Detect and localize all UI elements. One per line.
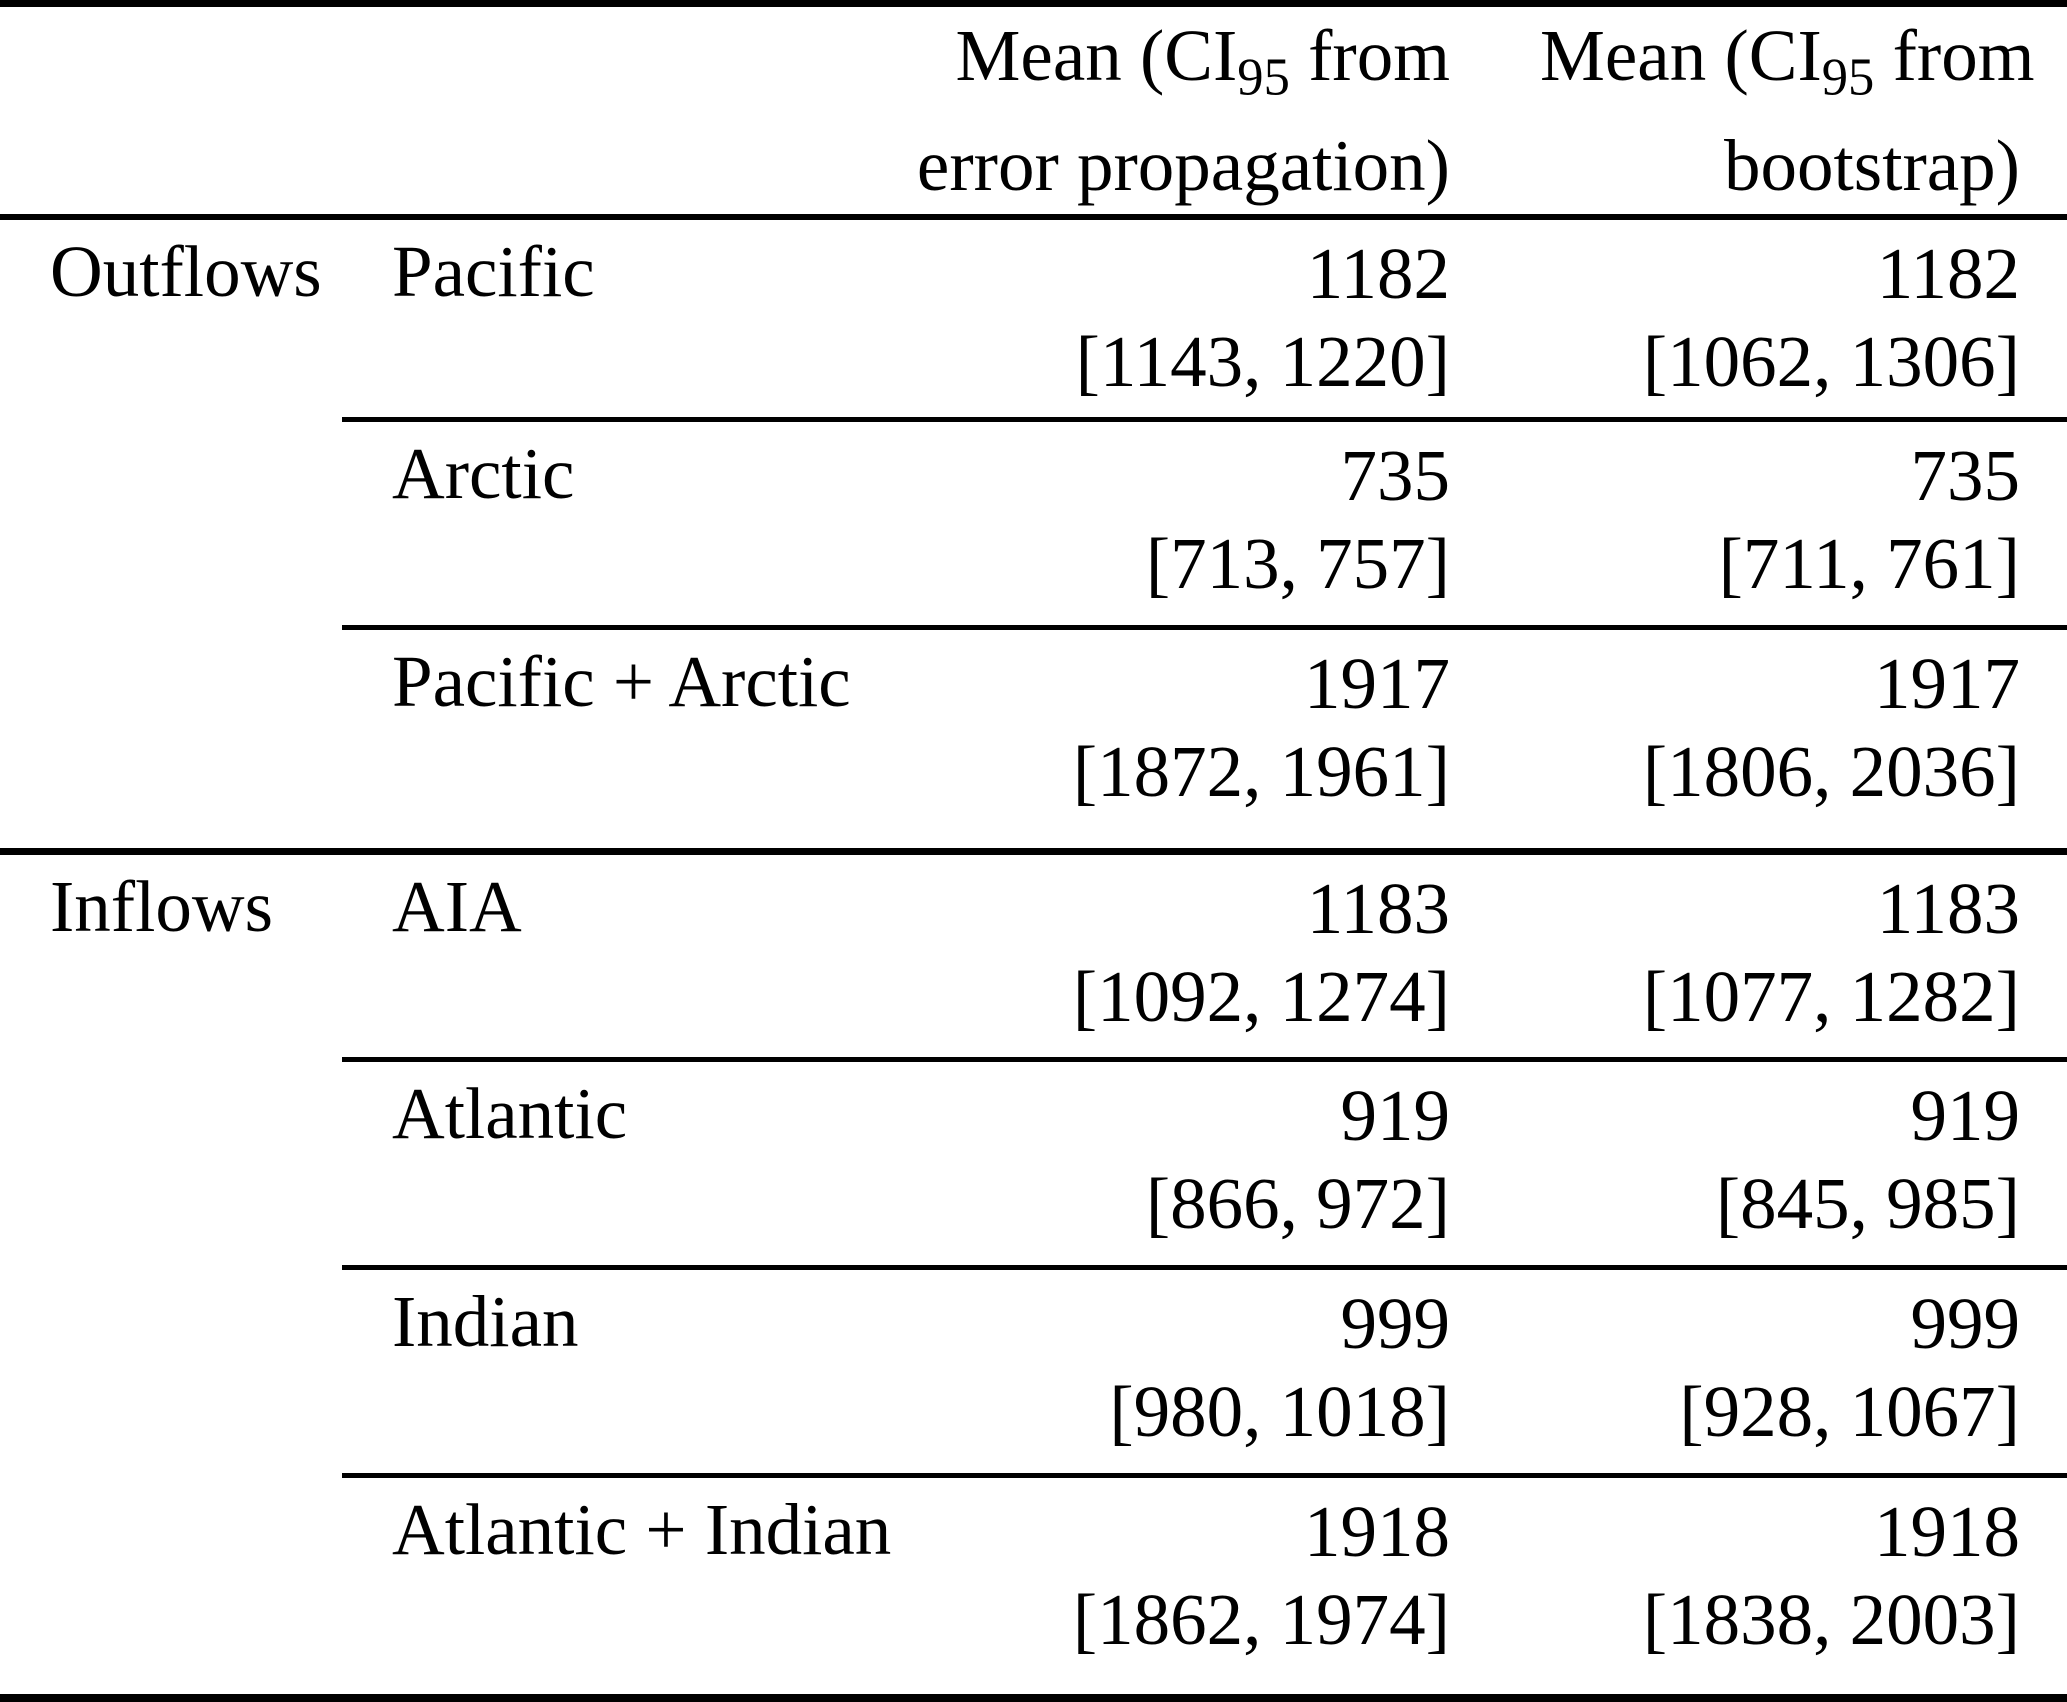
mean-value: 919 (1910, 1075, 2021, 1156)
mean-value: 1182 (1306, 233, 1450, 314)
ci-value: [713, 757] (1145, 523, 1450, 604)
top-rule (0, 0, 2067, 7)
region-label: Atlantic + Indian (392, 1489, 892, 1570)
header-rule (0, 214, 2067, 220)
region-label: Pacific (392, 231, 595, 312)
region-label: Indian (392, 1281, 579, 1362)
header-text-part: from (1289, 15, 1450, 96)
table-row: Arctic 735 [713, 757] 735 [711, 761] (0, 422, 2067, 625)
table-row: Indian 999 [980, 1018] 999 [928, 1067] (0, 1270, 2067, 1473)
bottom-rule (0, 1694, 2067, 1702)
mean-value: 735 (1340, 435, 1451, 516)
mean-value: 1183 (1306, 868, 1450, 949)
error-propagation-cell: 1183 [1092, 1274] (650, 865, 1450, 1041)
mean-value: 1182 (1876, 233, 2020, 314)
group-label: Inflows (50, 866, 274, 947)
ci-value: [845, 985] (1715, 1163, 2020, 1244)
ci-value: [711, 761] (1718, 523, 2020, 604)
group-label: Outflows (50, 231, 322, 312)
header-bootstrap: Mean (CI95 from bootstrap) (1540, 12, 2034, 210)
region-label: Pacific + Arctic (392, 641, 851, 722)
ci-value: [1872, 1961] (1072, 731, 1450, 812)
region-label: AIA (392, 866, 522, 947)
row-separator-rule (342, 1057, 2067, 1062)
table-row: Outflows Pacific 1182 [1143, 1220] 1182 … (0, 220, 2067, 417)
error-propagation-cell: 919 [866, 972] (650, 1072, 1450, 1248)
ci-value: [980, 1018] (1109, 1371, 1450, 1452)
mean-value: 1917 (1874, 643, 2020, 724)
header-line2: error propagation) (916, 124, 1450, 206)
header-error-propagation: Mean (CI95 from error propagation) (650, 12, 1450, 210)
ci-subscript: 95 (1821, 48, 1875, 107)
ci-value: [1092, 1274] (1072, 956, 1450, 1037)
mean-value: 735 (1910, 435, 2021, 516)
error-propagation-cell: 999 [980, 1018] (650, 1280, 1450, 1456)
ci-value: [1062, 1306] (1642, 321, 2020, 402)
error-propagation-cell: 1917 [1872, 1961] (650, 640, 1450, 816)
ci-value: [866, 972] (1145, 1163, 1450, 1244)
mean-value: 1918 (1304, 1491, 1450, 1572)
row-separator-rule (342, 625, 2067, 630)
mean-value: 999 (1340, 1283, 1451, 1364)
ci-value: [1862, 1974] (1072, 1579, 1450, 1660)
header-line2: bootstrap) (1724, 124, 2020, 206)
header-text-part: Mean (CI (1540, 15, 1822, 96)
bootstrap-cell: 1182 [1062, 1306] (1540, 230, 2020, 406)
error-propagation-cell: 735 [713, 757] (650, 432, 1450, 608)
table-row: Pacific + Arctic 1917 [1872, 1961] 1917 … (0, 630, 2067, 848)
bootstrap-cell: 1183 [1077, 1282] (1540, 865, 2020, 1041)
bootstrap-cell: 735 [711, 761] (1540, 432, 2020, 608)
error-propagation-cell: 1918 [1862, 1974] (650, 1488, 1450, 1664)
mean-value: 999 (1910, 1283, 2021, 1364)
bootstrap-cell: 1917 [1806, 2036] (1540, 640, 2020, 816)
ci-value: [1806, 2036] (1642, 731, 2020, 812)
mean-value: 1917 (1304, 643, 1450, 724)
header-line1: Mean (CI95 from (650, 12, 1450, 122)
table-row: Atlantic + Indian 1918 [1862, 1974] 1918… (0, 1478, 2067, 1694)
ci-value: [1838, 2003] (1642, 1579, 2020, 1660)
region-label: Arctic (392, 433, 575, 514)
table-row: Inflows AIA 1183 [1092, 1274] 1183 [1077… (0, 855, 2067, 1057)
table-header: Mean (CI95 from error propagation) Mean … (0, 0, 2067, 214)
mean-value: 1918 (1874, 1491, 2020, 1572)
mean-value: 1183 (1876, 868, 2020, 949)
mean-value: 919 (1340, 1075, 1451, 1156)
row-separator-rule (342, 1265, 2067, 1270)
bootstrap-cell: 919 [845, 985] (1540, 1072, 2020, 1248)
header-text-part: Mean (CI (955, 15, 1238, 96)
row-separator-rule (342, 417, 2067, 422)
table-row: Atlantic 919 [866, 972] 919 [845, 985] (0, 1062, 2067, 1265)
header-line1: Mean (CI95 from (1540, 12, 2034, 122)
row-separator-rule (342, 1473, 2067, 1478)
bootstrap-cell: 999 [928, 1067] (1540, 1280, 2020, 1456)
region-label: Atlantic (392, 1073, 628, 1154)
ci-value: [928, 1067] (1679, 1371, 2020, 1452)
ci-value: [1143, 1220] (1075, 321, 1450, 402)
ci-value: [1077, 1282] (1642, 956, 2020, 1037)
group-separator-rule (0, 848, 2067, 855)
header-text-part: from (1874, 15, 2035, 96)
bootstrap-cell: 1918 [1838, 2003] (1540, 1488, 2020, 1664)
error-propagation-cell: 1182 [1143, 1220] (650, 230, 1450, 406)
ci-subscript: 95 (1237, 48, 1290, 107)
